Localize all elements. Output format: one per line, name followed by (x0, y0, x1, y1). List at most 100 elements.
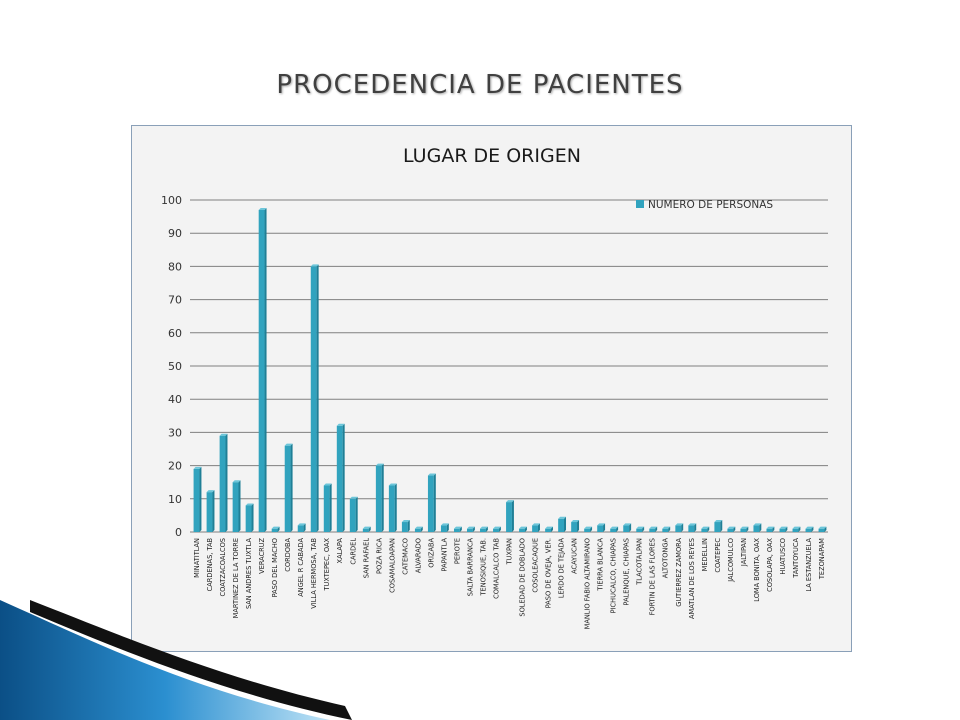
bar-side (694, 523, 697, 532)
bar (414, 526, 423, 532)
bar-side (655, 526, 658, 532)
bar (297, 523, 306, 532)
bar (206, 490, 215, 532)
x-tick-label: ANGEL R CABADA (297, 538, 305, 597)
bar (805, 526, 814, 532)
bar-side (524, 526, 527, 532)
y-tick-label: 20 (168, 460, 182, 473)
x-tick-label: XALAPA (336, 538, 344, 564)
x-tick-label: LOMA BONITA, OAX (753, 538, 761, 602)
bar-top (349, 496, 358, 499)
bar-top (792, 526, 801, 529)
bar-top (740, 526, 749, 529)
bar-face (610, 528, 617, 532)
bar-top (388, 483, 397, 486)
bar (258, 207, 267, 532)
bar-face (792, 528, 799, 532)
x-tick-label: PAPANTLA (440, 538, 448, 572)
bar-face (779, 528, 786, 532)
bar-face (453, 528, 460, 532)
bar-face (440, 525, 447, 532)
bar-top (649, 526, 658, 529)
bar-face (701, 528, 708, 532)
bar (714, 520, 723, 532)
bar-top (662, 526, 671, 529)
bar-face (310, 266, 317, 532)
bar-top (219, 433, 228, 436)
x-tick-label: ORIZABA (427, 538, 435, 568)
bar-side (629, 523, 632, 532)
bar-side (277, 526, 280, 532)
bar (779, 526, 788, 532)
bar-top (571, 520, 580, 523)
bar (675, 523, 684, 532)
x-tick-label: MARTINEZ DE LA TORRE (232, 538, 240, 618)
chart-frame: LUGAR DE ORIGEN 0 10 20 30 40 50 60 70 80 90 100 M… (131, 125, 852, 652)
x-tick-label: CATEMACO (401, 538, 409, 575)
bar (467, 526, 475, 532)
x-tick-label: TLACOTALPAN (636, 538, 644, 586)
bar (545, 526, 553, 532)
bar-face (375, 465, 382, 532)
bar-face (818, 528, 825, 532)
bar-top (753, 523, 762, 526)
bar-top (480, 526, 488, 529)
bar (532, 523, 540, 532)
bar (440, 523, 449, 532)
bar-face (323, 485, 330, 532)
bar-side (668, 526, 671, 532)
bar-side (577, 520, 580, 532)
bar-side (290, 443, 293, 532)
x-tick-label: COATZACOALCOS (219, 538, 227, 596)
bar (584, 526, 593, 532)
bar-face (401, 522, 408, 532)
bar (453, 526, 462, 532)
bar-side (407, 520, 410, 532)
bar-top (362, 526, 371, 529)
bar (688, 523, 697, 532)
bar-top (493, 526, 501, 529)
bar (401, 520, 410, 532)
bar (375, 463, 384, 532)
x-tick-label: PALENQUE, CHIAPAS (623, 538, 631, 605)
bar-face (805, 528, 812, 532)
bar-face (688, 525, 695, 532)
x-tick-label: COATEPEC (714, 538, 722, 573)
x-tick-label: PASO DEL MACHO (271, 538, 279, 597)
x-tick-label: POZA RICA (375, 538, 383, 574)
bar-top (375, 463, 384, 466)
bar-face (232, 482, 239, 532)
bar-face (662, 528, 669, 532)
bar-top (727, 526, 736, 529)
bar-chart: LUGAR DE ORIGEN 0 10 20 30 40 50 60 70 80 90 100 M… (161, 145, 828, 630)
bar-side (225, 433, 228, 532)
bar (636, 526, 645, 532)
x-tick-label: SALTA BARRANCA (466, 538, 474, 597)
bar-top (584, 526, 593, 529)
bar-top (519, 526, 527, 529)
bar-side (446, 523, 449, 532)
x-axis: MINATITLAN CARDENAS, TAB COATZACOALCOS MART… (193, 538, 826, 630)
bar-side (394, 483, 397, 532)
bar-side (785, 526, 788, 532)
bar-top (245, 503, 254, 506)
x-tick-label: TANTOYUCA (792, 538, 800, 579)
bar (362, 526, 371, 532)
bar-top (427, 473, 436, 476)
y-tick-label: 10 (168, 493, 182, 506)
x-tick-label: COMALCALCO TAB (492, 538, 500, 599)
bar-top (271, 526, 280, 529)
y-tick-label: 100 (161, 194, 182, 207)
bar-top (284, 443, 293, 446)
bar-top (766, 526, 775, 529)
bar-top (701, 526, 710, 529)
bar-face (597, 525, 604, 532)
bar-top (558, 516, 567, 519)
bar-top (623, 523, 632, 526)
y-tick-label: 40 (168, 393, 182, 406)
bar (310, 264, 319, 532)
x-tick-label: JALTIPAN (740, 538, 748, 567)
y-tick-label: 60 (168, 327, 182, 340)
x-tick-label: COSAMALOAPAN (388, 538, 396, 593)
bar-top (193, 466, 202, 469)
